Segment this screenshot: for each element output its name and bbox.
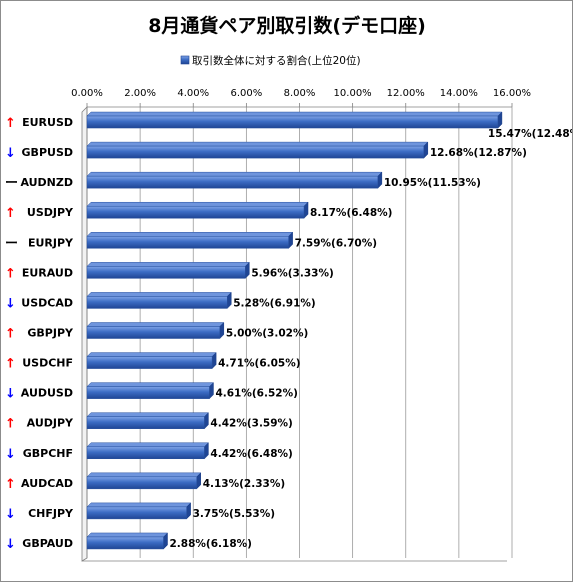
category-label: AUDUSD xyxy=(21,387,73,400)
trend-up-icon: ↑ xyxy=(5,357,16,372)
data-label: 5.00%(3.02%) xyxy=(226,328,308,340)
trend-down-icon: ↓ xyxy=(5,447,16,462)
trend-down-icon: ↓ xyxy=(5,146,16,161)
category-label: GBPCHF xyxy=(23,447,73,460)
bar-top xyxy=(86,412,210,417)
trend-flat-icon: ー xyxy=(5,176,18,191)
bar-top xyxy=(86,382,215,387)
data-label: 15.47%(12.48%) xyxy=(488,128,572,140)
data-label: 8.17%(6.48%) xyxy=(310,207,392,219)
x-tick-label: 4.00% xyxy=(177,88,209,99)
x-tick-label: 0.00% xyxy=(71,88,103,99)
bar-top xyxy=(86,472,202,478)
bar xyxy=(86,205,305,219)
category-label: USDJPY xyxy=(27,206,74,219)
bar-top xyxy=(86,201,309,207)
bar xyxy=(86,386,210,399)
x-tick-label: 10.00% xyxy=(334,88,372,99)
category-label: GBPAUD xyxy=(22,537,73,550)
category-label: EURAUD xyxy=(22,266,73,279)
data-label: 4.13%(2.33%) xyxy=(203,478,285,490)
category-label: AUDNZD xyxy=(20,176,73,189)
trend-up-icon: ↑ xyxy=(5,266,16,281)
bar-top xyxy=(86,171,383,177)
category-label: EURJPY xyxy=(28,236,74,249)
bar-top xyxy=(86,141,429,147)
data-label: 3.75%(5.53%) xyxy=(193,508,275,520)
category-label: EURUSD xyxy=(22,116,73,129)
data-label: 4.71%(6.05%) xyxy=(218,358,300,370)
bar-top xyxy=(86,442,210,448)
legend-label: 取引数全体に対する割合(上位20位) xyxy=(192,54,361,67)
data-label: 4.42%(6.48%) xyxy=(210,448,292,460)
bar-top xyxy=(86,322,225,327)
legend-swatch xyxy=(180,55,190,65)
bar-top xyxy=(86,262,250,267)
bar xyxy=(86,175,379,189)
data-label: 10.95%(11.53%) xyxy=(384,177,481,189)
side-wall xyxy=(81,106,88,562)
category-label: AUDJPY xyxy=(27,417,74,430)
data-label: 5.96%(3.33%) xyxy=(251,267,333,279)
x-tick-label: 16.00% xyxy=(493,88,531,99)
bar xyxy=(86,356,213,369)
bar xyxy=(86,296,228,309)
category-label: GBPUSD xyxy=(22,146,73,159)
x-tick-label: 8.00% xyxy=(284,88,316,99)
trend-up-icon: ↑ xyxy=(5,417,16,432)
bar xyxy=(86,536,164,550)
trend-up-icon: ↑ xyxy=(5,477,16,492)
legend: 取引数全体に対する割合(上位20位) xyxy=(180,54,361,67)
trend-up-icon: ↑ xyxy=(5,206,16,221)
trend-up-icon: ↑ xyxy=(5,116,16,131)
bar-top xyxy=(86,232,294,237)
chart-title: 8月通貨ペア別取引数(デモ口座) xyxy=(148,14,426,37)
plot-area: 0.00% 2.00% 4.00% 6.00% 8.00% 10.00% 12.00% 14.… xyxy=(5,88,572,562)
data-label: 2.88%(6.18%) xyxy=(170,538,252,550)
data-label: 5.28%(6.91%) xyxy=(233,297,315,309)
bar xyxy=(86,236,289,249)
bar xyxy=(86,446,205,460)
data-label: 12.68%(12.87%) xyxy=(430,147,527,159)
bar-top xyxy=(86,352,217,357)
x-tick-label: 2.00% xyxy=(124,88,156,99)
category-label: AUDCAD xyxy=(21,477,73,490)
category-label: USDCHF xyxy=(22,357,73,370)
data-label: 7.59%(6.70%) xyxy=(295,237,377,249)
data-label: 4.61%(6.52%) xyxy=(215,388,297,400)
bar xyxy=(86,326,221,339)
bar xyxy=(86,266,246,279)
bar xyxy=(86,476,197,490)
x-tick-label: 12.00% xyxy=(387,88,425,99)
bar xyxy=(86,416,205,429)
bar xyxy=(86,506,187,520)
bar xyxy=(86,115,499,129)
category-label: USDCAD xyxy=(21,296,73,309)
bar-top xyxy=(86,111,503,117)
trend-up-icon: ↑ xyxy=(5,327,16,342)
bar xyxy=(86,145,425,159)
trend-flat-icon: ー xyxy=(5,236,18,251)
data-label: 4.42%(3.59%) xyxy=(210,418,292,430)
bar-top xyxy=(86,292,232,297)
trend-down-icon: ↓ xyxy=(5,296,16,311)
trend-down-icon: ↓ xyxy=(5,537,16,552)
trend-down-icon: ↓ xyxy=(5,387,16,402)
bar-top xyxy=(86,502,192,508)
bar-top xyxy=(86,532,169,538)
trend-down-icon: ↓ xyxy=(5,507,16,522)
x-tick-label: 14.00% xyxy=(440,88,478,99)
category-label: CHFJPY xyxy=(28,507,74,520)
category-label: GBPJPY xyxy=(27,327,74,340)
x-tick-label: 6.00% xyxy=(230,88,262,99)
